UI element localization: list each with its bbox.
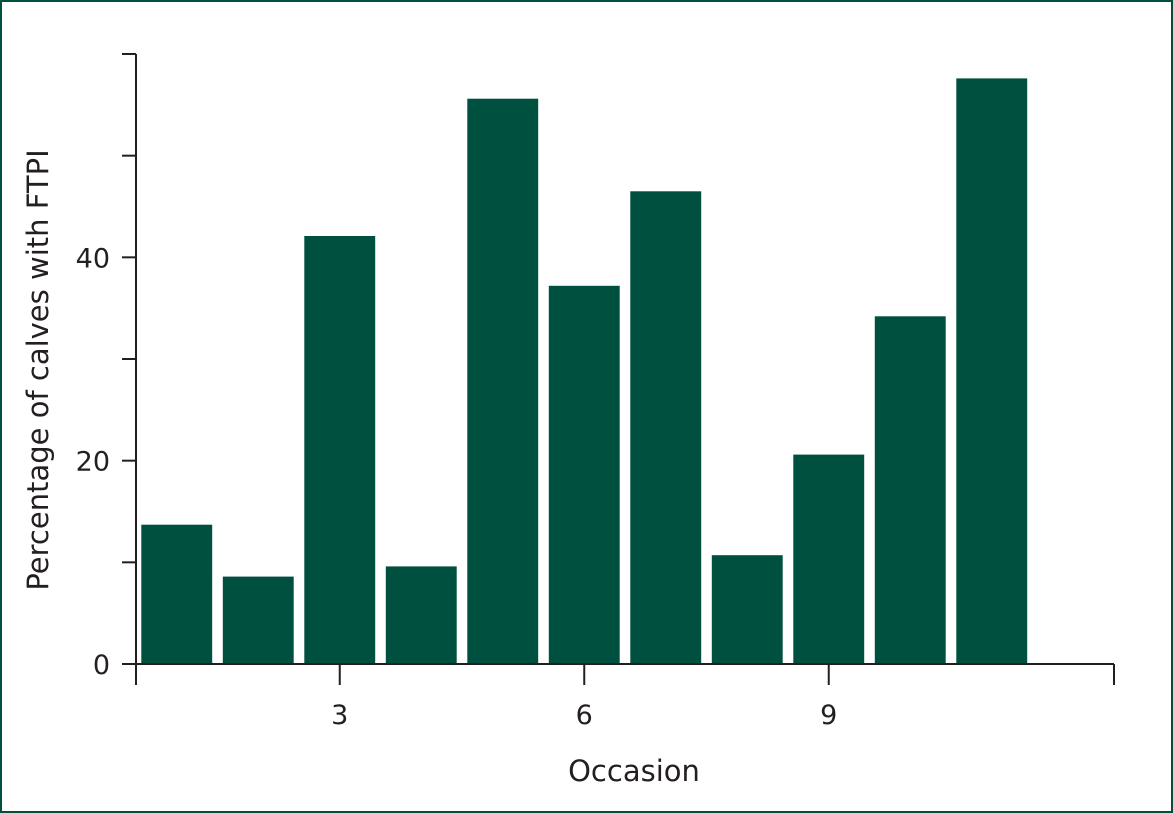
bar-occasion-8 [711,555,783,664]
bar-occasion-2 [222,576,294,664]
y-tick-label-20: 20 [76,447,110,478]
x-tick-label-3: 3 [331,700,348,731]
bar-occasion-6 [548,285,620,664]
y-tick-label-40: 40 [76,243,110,274]
bar-occasion-7 [630,191,702,665]
bar-occasion-10 [874,316,946,664]
x-axis-title: Occasion [568,754,700,788]
bar-occasion-3 [304,236,376,664]
bar-occasion-11 [956,78,1028,664]
x-tick-label-6: 6 [576,700,593,731]
bar-occasion-5 [467,98,539,664]
bars-group [141,78,1028,665]
y-ticks-group: 0 20 40 [76,53,136,681]
y-tick-label-0: 0 [93,650,110,681]
bar-occasion-4 [385,566,457,664]
y-axis-title: Percentage of calves with FTPI [21,149,55,590]
bar-occasion-9 [793,454,865,664]
bar-occasion-1 [141,524,213,664]
x-ticks-group: 3 6 9 [135,664,1115,731]
x-tick-label-9: 9 [820,700,837,731]
